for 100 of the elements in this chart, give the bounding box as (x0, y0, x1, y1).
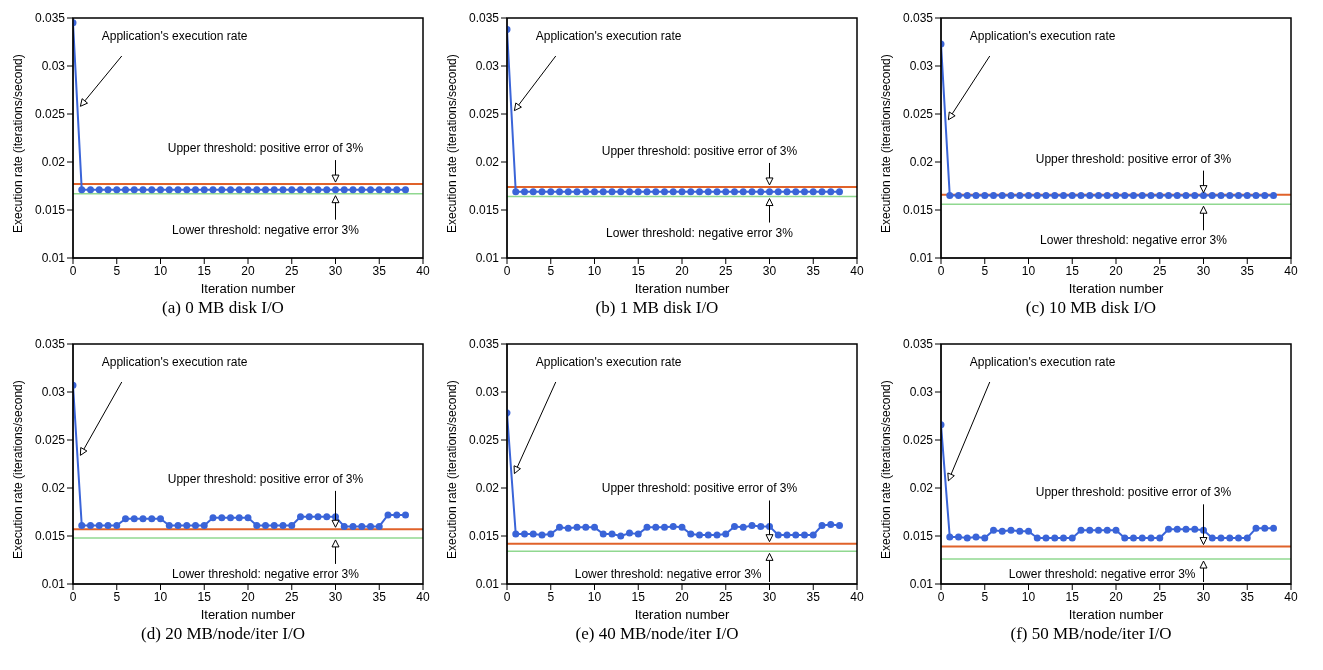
x-tick-label: 35 (372, 263, 387, 278)
x-tick-label: 5 (981, 263, 989, 278)
x-tick-label: 35 (806, 263, 821, 278)
y-tick-label: 0.015 (902, 529, 934, 544)
y-tick-label: 0.01 (909, 577, 934, 592)
y-tick-label: 0.02 (41, 481, 66, 496)
annotation: Upper threshold: positive error of 3% (167, 141, 364, 156)
y-tick-label: 0.025 (468, 433, 500, 448)
text: (a) 0 MB disk I/O (161, 298, 285, 319)
annotation: Upper threshold: positive error of 3% (601, 481, 798, 496)
annotation: Upper threshold: positive error of 3% (1035, 485, 1232, 500)
x-tick-label: 15 (197, 589, 212, 604)
x-tick-label: 40 (1284, 263, 1298, 278)
x-tick-label: 40 (416, 263, 430, 278)
y-axis-title: Execution rate (iterations/second) (445, 54, 460, 233)
x-tick-label: 30 (1196, 589, 1211, 604)
annotation: Application's execution rate (535, 29, 682, 43)
y-tick-label: 0.015 (902, 203, 934, 218)
text: (f) 50 MB/node/iter I/O (1009, 624, 1173, 645)
x-tick-label: 15 (1065, 589, 1080, 604)
y-tick-label: 0.015 (34, 203, 66, 218)
x-tick-label: 25 (1153, 589, 1167, 604)
x-tick-label: 15 (1065, 263, 1080, 278)
y-tick-label: 0.035 (468, 11, 500, 26)
x-tick-label: 30 (762, 589, 777, 604)
y-tick-label: 0.025 (34, 433, 66, 448)
x-tick-label: 20 (675, 589, 689, 604)
x-tick-label: 20 (241, 589, 255, 604)
x-tick-label: 5 (547, 589, 555, 604)
y-tick-label: 0.02 (475, 481, 500, 496)
x-tick-label: 30 (762, 263, 777, 278)
x-axis-title: Iteration number (1068, 607, 1164, 622)
annotation: Lower threshold: negative error 3% (172, 566, 360, 581)
x-tick-label: 25 (1153, 263, 1167, 278)
x-tick-label: 30 (1196, 263, 1211, 278)
annotation: Lower threshold: negative error 3% (1008, 567, 1196, 581)
y-tick-label: 0.01 (475, 577, 500, 592)
annotation: Application's execution rate (101, 29, 248, 43)
y-tick-label: 0.03 (909, 385, 934, 400)
x-tick-label: 25 (719, 589, 733, 604)
annotation: Upper threshold: positive error of 3% (601, 143, 798, 158)
y-tick-label: 0.035 (902, 11, 934, 26)
x-tick-label: 0 (69, 263, 77, 278)
annotation: Upper threshold: positive error of 3% (167, 471, 364, 486)
x-tick-label: 10 (153, 263, 168, 278)
annotation: Application's execution rate (101, 355, 248, 369)
x-tick-label: 25 (719, 263, 733, 278)
x-tick-label: 40 (1284, 589, 1298, 604)
x-tick-label: 10 (1021, 589, 1036, 604)
annotation: Lower threshold: negative error 3% (1040, 233, 1228, 248)
x-tick-label: 40 (850, 589, 864, 604)
x-axis-title: Iteration number (1068, 281, 1164, 296)
y-tick-label: 0.01 (41, 251, 66, 266)
text: (c) 10 MB disk I/O (1024, 298, 1158, 319)
annotation: Application's execution rate (969, 29, 1116, 43)
y-tick-label: 0.02 (909, 155, 934, 170)
y-axis-title: Execution rate (iterations/second) (11, 380, 26, 559)
y-tick-label: 0.01 (475, 251, 500, 266)
text: (b) 1 MB disk I/O (594, 298, 720, 319)
y-tick-label: 0.035 (34, 337, 66, 352)
y-tick-label: 0.01 (41, 577, 66, 592)
x-tick-label: 0 (503, 589, 511, 604)
x-tick-label: 30 (328, 589, 343, 604)
x-tick-label: 10 (587, 589, 602, 604)
y-tick-label: 0.03 (41, 59, 66, 74)
x-axis-title: Iteration number (200, 281, 296, 296)
x-tick-label: 35 (372, 589, 387, 604)
y-tick-label: 0.03 (475, 385, 500, 400)
y-tick-label: 0.015 (468, 203, 500, 218)
x-axis-title: Iteration number (634, 281, 730, 296)
y-tick-label: 0.035 (468, 337, 500, 352)
x-tick-label: 10 (587, 263, 602, 278)
text: (d) 20 MB/node/iter I/O (140, 624, 306, 645)
x-tick-label: 5 (113, 263, 121, 278)
x-tick-label: 10 (1021, 263, 1036, 278)
annotation: Upper threshold: positive error of 3% (1035, 151, 1232, 166)
y-tick-label: 0.025 (902, 433, 934, 448)
x-tick-label: 5 (113, 589, 121, 604)
y-tick-label: 0.02 (909, 481, 934, 496)
x-tick-label: 10 (153, 589, 168, 604)
annotation: Application's execution rate (535, 355, 682, 369)
y-axis-title: Execution rate (iterations/second) (879, 380, 894, 559)
x-axis-title: Iteration number (200, 607, 296, 622)
y-tick-label: 0.02 (475, 155, 500, 170)
x-tick-label: 5 (547, 263, 555, 278)
x-tick-label: 20 (675, 263, 689, 278)
y-tick-label: 0.015 (468, 529, 500, 544)
y-tick-label: 0.035 (34, 11, 66, 26)
text: (e) 40 MB/node/iter I/O (574, 624, 740, 645)
x-tick-label: 0 (937, 589, 945, 604)
x-tick-label: 0 (69, 589, 77, 604)
y-tick-label: 0.03 (909, 59, 934, 74)
y-axis-title: Execution rate (iterations/second) (879, 54, 894, 233)
y-tick-label: 0.03 (475, 59, 500, 74)
x-tick-label: 35 (806, 589, 821, 604)
y-tick-label: 0.02 (41, 155, 66, 170)
x-tick-label: 40 (416, 589, 430, 604)
x-tick-label: 15 (631, 589, 646, 604)
x-tick-label: 20 (1109, 263, 1123, 278)
x-tick-label: 30 (328, 263, 343, 278)
